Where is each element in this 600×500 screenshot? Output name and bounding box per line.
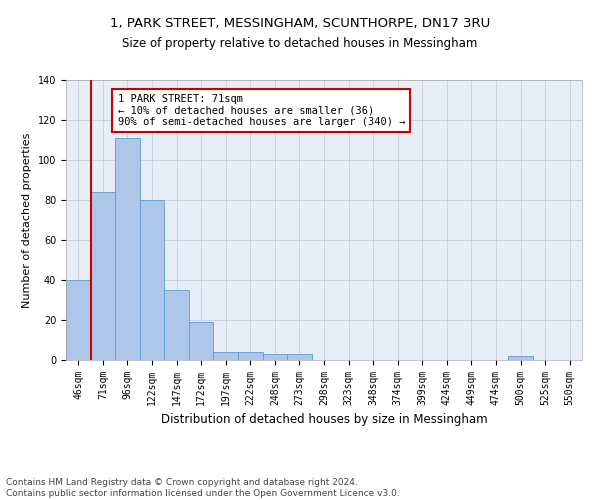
X-axis label: Distribution of detached houses by size in Messingham: Distribution of detached houses by size … — [161, 414, 487, 426]
Bar — [263, 354, 287, 360]
Bar — [287, 354, 312, 360]
Bar — [91, 192, 115, 360]
Bar — [66, 280, 91, 360]
Text: Contains HM Land Registry data © Crown copyright and database right 2024.
Contai: Contains HM Land Registry data © Crown c… — [6, 478, 400, 498]
Text: 1 PARK STREET: 71sqm
← 10% of detached houses are smaller (36)
90% of semi-detac: 1 PARK STREET: 71sqm ← 10% of detached h… — [118, 94, 405, 127]
Bar — [164, 290, 189, 360]
Bar — [189, 322, 214, 360]
Bar — [140, 200, 164, 360]
Bar — [115, 138, 140, 360]
Text: Size of property relative to detached houses in Messingham: Size of property relative to detached ho… — [122, 38, 478, 51]
Text: 1, PARK STREET, MESSINGHAM, SCUNTHORPE, DN17 3RU: 1, PARK STREET, MESSINGHAM, SCUNTHORPE, … — [110, 18, 490, 30]
Bar — [214, 352, 238, 360]
Y-axis label: Number of detached properties: Number of detached properties — [22, 132, 32, 308]
Bar — [238, 352, 263, 360]
Bar — [508, 356, 533, 360]
